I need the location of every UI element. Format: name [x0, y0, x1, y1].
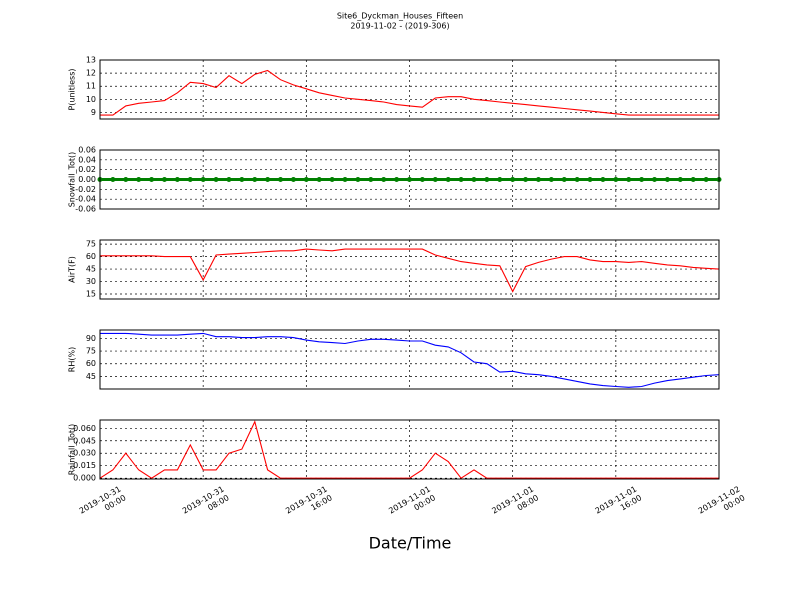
data-point	[252, 177, 258, 182]
data-point	[574, 177, 580, 182]
data-point	[639, 177, 645, 182]
data-point	[458, 177, 464, 182]
data-point	[613, 177, 619, 182]
data-point	[690, 177, 696, 182]
data-point	[407, 177, 412, 182]
y-tick-label: 0.00	[78, 175, 96, 184]
data-point	[187, 177, 193, 182]
axes-frame	[99, 149, 720, 210]
y-tick-label: 30	[86, 277, 96, 286]
x-tick-label: 2019-11-0108:00	[490, 484, 540, 524]
y-tick-label: -0.06	[75, 205, 96, 214]
data-point	[497, 177, 503, 182]
data-point	[161, 177, 167, 182]
data-point	[523, 177, 529, 182]
data-point	[355, 177, 361, 182]
data-point	[149, 177, 155, 182]
data-point	[200, 177, 206, 182]
data-point	[664, 177, 670, 182]
y-axis-label: AirT(F)	[68, 256, 77, 283]
data-point	[123, 177, 129, 182]
axes-frame	[99, 329, 720, 390]
x-axis-label: Date/Time	[369, 534, 452, 553]
data-point	[265, 177, 271, 182]
data-point	[316, 177, 322, 182]
x-tick-label: 2019-11-0116:00	[593, 484, 643, 524]
data-point	[303, 177, 309, 182]
y-tick-label: 0.060	[73, 424, 96, 433]
y-tick-label: 12	[86, 69, 96, 78]
axes-frame	[99, 419, 720, 480]
y-axis-label: P(unitless)	[68, 68, 77, 110]
y-tick-label: 0.02	[78, 165, 96, 174]
y-tick-label: 0.030	[73, 449, 96, 458]
data-point	[381, 177, 387, 182]
data-line	[99, 420, 719, 479]
y-axis-label: Snowfall_Tot()	[68, 152, 77, 208]
y-tick-label: 45	[86, 372, 96, 381]
y-tick-label: 60	[86, 359, 96, 368]
data-point	[471, 177, 477, 182]
y-axis-label: RH(%)	[68, 347, 77, 372]
data-point	[239, 177, 245, 182]
x-tick-label: 2019-10-3108:00	[181, 484, 231, 524]
x-tick-label: 2019-10-3116:00	[284, 484, 334, 524]
data-point	[278, 177, 284, 182]
y-tick-label: 45	[86, 265, 96, 274]
data-line	[100, 332, 720, 388]
data-point	[561, 177, 567, 182]
data-point	[548, 177, 554, 182]
y-tick-label: 0.04	[78, 155, 96, 164]
x-tick-label: 2019-11-0200:00	[696, 484, 746, 524]
y-tick-label: 75	[86, 240, 96, 249]
y-tick-label: 0.06	[78, 146, 96, 155]
data-point	[703, 177, 709, 182]
y-tick-label: 9	[91, 108, 96, 117]
y-axis-label: Rainfall_Tot()	[68, 424, 77, 476]
data-point	[174, 177, 180, 182]
data-point	[600, 177, 606, 182]
data-point	[394, 177, 400, 182]
data-point	[329, 177, 335, 182]
y-tick-label: 75	[86, 347, 96, 356]
data-point	[290, 177, 296, 182]
data-point	[342, 177, 348, 182]
data-point	[445, 177, 451, 182]
data-line	[100, 248, 720, 293]
data-point	[677, 177, 683, 182]
data-point	[652, 177, 658, 182]
data-point	[587, 177, 593, 182]
y-tick-label: 0.000	[73, 474, 96, 483]
data-point	[535, 177, 541, 182]
y-tick-label: 0.045	[73, 436, 96, 445]
chart-subtitle: 2019-11-02 - (2019-306)	[350, 22, 449, 31]
y-tick-label: 13	[86, 56, 96, 65]
y-tick-label: 0.015	[73, 461, 96, 470]
data-line	[100, 69, 719, 116]
y-tick-label: 90	[86, 334, 96, 343]
x-tick-label: 2019-10-3100:00	[77, 484, 127, 524]
y-tick-label: 60	[86, 252, 96, 261]
chart-title: Site6_Dyckman_Houses_Fifteen	[337, 12, 463, 21]
y-tick-label: 11	[86, 82, 96, 91]
y-tick-label: 15	[86, 290, 96, 299]
data-point	[136, 177, 142, 182]
y-tick-label: 10	[86, 95, 96, 104]
data-point	[626, 177, 632, 182]
data-point	[213, 177, 219, 182]
y-tick-label: -0.04	[75, 195, 96, 204]
data-point	[368, 177, 374, 182]
x-tick-label: 2019-11-0100:00	[387, 484, 437, 524]
data-point	[484, 177, 490, 182]
axes-frame	[99, 59, 720, 120]
data-point	[226, 177, 232, 182]
data-point	[510, 177, 516, 182]
data-point	[432, 177, 438, 182]
axes-frame	[99, 239, 720, 300]
data-point	[419, 177, 425, 182]
y-tick-label: -0.02	[75, 185, 96, 194]
data-point	[110, 177, 116, 182]
